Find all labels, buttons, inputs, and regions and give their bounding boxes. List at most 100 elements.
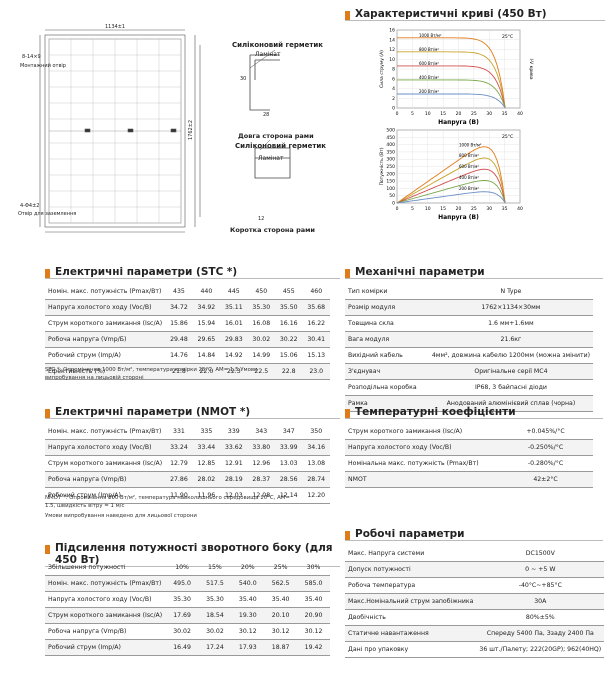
table-cell: 29.83 xyxy=(220,331,248,348)
x-tick-label: 15 xyxy=(440,206,446,212)
table-cell: Вихідний кабель xyxy=(345,347,429,364)
curve-label: 600 Вт/м² xyxy=(459,164,479,169)
y-tick-label: 6 xyxy=(392,76,395,82)
table-cell: 22.0 xyxy=(192,363,221,380)
spec-table: Тип комірки N Type Розмір модуля 1762×1134×… xyxy=(345,284,593,412)
y-tick-label: 500 xyxy=(386,128,395,134)
table-cell: 80%±5% xyxy=(476,609,605,626)
table-cell: Ефективність (%) xyxy=(45,363,166,380)
x-tick-label: 10 xyxy=(425,206,431,212)
section-title: Характеристичні криві (450 Вт) xyxy=(345,8,605,21)
y-axis-label: Сила струму (A) xyxy=(379,50,385,88)
table-cell: 12.91 xyxy=(220,455,248,472)
table-row: NMOT 42±2°C xyxy=(345,471,593,488)
table-cell: 14.99 xyxy=(247,347,276,364)
table-row: Тип комірки N Type xyxy=(345,284,593,300)
table-cell: 42±2°C xyxy=(498,471,593,488)
table-row: Напруга холостого ходу (Voc/B) -0.250%/°C xyxy=(345,439,593,456)
drawing-label: Ламінат xyxy=(258,155,284,162)
table-cell: 12.96 xyxy=(247,455,276,472)
table-cell: Розподільна коробка xyxy=(345,379,429,396)
table-row: Статичне навантаження Спереду 5400 Па, Зз… xyxy=(345,625,605,642)
table-cell: 20% xyxy=(231,560,265,576)
y-tick-label: 4 xyxy=(392,86,395,92)
table-cell: 12.85 xyxy=(192,455,221,472)
y-tick-label: 400 xyxy=(386,142,395,148)
table-row: Напруга холостого ходу (Voc/B) 34.72 34.92… xyxy=(45,299,330,316)
table-cell: 339 xyxy=(220,424,248,440)
table-row: Робоча напруга (Vmp/B) 30.02 30.02 30.12 30.… xyxy=(45,623,330,640)
table-cell: Спереду 5400 Па, Ззаду 2400 Па xyxy=(476,625,605,642)
table-cell: Робочий струм (Imp/A) xyxy=(45,487,166,504)
table-cell: -0.280%/°C xyxy=(498,455,593,472)
table-cell: 18.54 xyxy=(198,607,232,624)
table-cell: 12.03 xyxy=(220,487,248,504)
table-cell: 21.6кг xyxy=(428,331,593,348)
table-cell: Статичне навантаження xyxy=(345,625,477,642)
x-tick-label: 0 xyxy=(396,206,399,212)
y-tick-label: 100 xyxy=(386,186,395,192)
curve xyxy=(396,146,506,204)
table-cell: 343 xyxy=(247,424,276,440)
x-tick-label: 5 xyxy=(411,111,414,117)
table-cell: 33.44 xyxy=(192,439,221,456)
table-cell: 331 xyxy=(165,424,193,440)
drawing-label: Монтажний отвір xyxy=(20,62,66,69)
table-cell: 20.10 xyxy=(264,607,298,624)
table-row: Робоча напруга (Vmp/Б) 29.48 29.65 29.83 30.… xyxy=(45,331,330,348)
table-cell: 30.12 xyxy=(264,623,298,640)
table-cell: Напруга холостого ходу (Voc/B) xyxy=(345,439,499,456)
table-row: Вихідний кабель 4мм², довжина кабелю 1200… xyxy=(345,347,593,364)
table-cell: Робочий струм (Imp/A) xyxy=(45,639,166,656)
table-cell: 35.30 xyxy=(247,299,276,316)
section-title: Електричні параметри (NMOT *) xyxy=(45,406,340,419)
table-cell: 17.69 xyxy=(165,607,199,624)
table-row: Струм короткого замикання (Isc/A) 12.79 12… xyxy=(45,455,330,472)
y-tick-label: 14 xyxy=(389,37,395,43)
table-cell: 21.8 xyxy=(165,363,193,380)
table-row: Робоча температура -40°C~+85°C xyxy=(345,577,605,594)
table-cell: 35.40 xyxy=(264,591,298,608)
table-cell: 28.74 xyxy=(302,471,330,488)
table-cell: 20.90 xyxy=(297,607,330,624)
drawing-label: 28 xyxy=(263,112,269,118)
table-cell: 28.02 xyxy=(192,471,221,488)
table-cell: Двобічність xyxy=(345,609,477,626)
table-cell: Збільшення потужності xyxy=(45,560,166,576)
table-row: Розподільна коробка IP68, 3 байпасні діод… xyxy=(345,379,593,396)
table-cell: 347 xyxy=(275,424,303,440)
table-cell: 30.41 xyxy=(302,331,330,348)
curve-label: 400 Вт/м² xyxy=(459,175,479,180)
drawing-label: Коротка сторона рами xyxy=(230,226,315,234)
x-tick-label: 10 xyxy=(425,111,431,117)
table-cell: 35.30 xyxy=(165,591,199,608)
table-cell: 12.14 xyxy=(275,487,303,504)
y-tick-label: 350 xyxy=(386,149,395,155)
section-title: Температурні коефіцієнти xyxy=(345,406,603,419)
table-cell: 36 шт./Палету; 222(20GP); 962(40HQ) xyxy=(476,641,605,658)
table-cell: Напруга холостого ходу (Voc/B) xyxy=(45,299,166,316)
table-cell: 30.02 xyxy=(198,623,232,640)
table-cell: З'єднувач xyxy=(345,363,429,380)
drawing-label: 30 xyxy=(240,76,246,82)
section-title: Робочі параметри xyxy=(345,528,603,541)
curve xyxy=(396,157,506,204)
table-cell: Номін. макс. потужність (Pmax/Вт) xyxy=(45,575,166,592)
table-cell: Рамка xyxy=(345,395,429,412)
table-cell: Робочий струм (Imp/A) xyxy=(45,347,166,364)
y-tick-label: 0 xyxy=(392,201,395,207)
x-tick-label: 35 xyxy=(502,206,508,212)
table-row: Робочий струм (Imp/A) 16.49 17.24 17.93 18.8… xyxy=(45,639,330,656)
curve-label: 200 Вт/м² xyxy=(419,89,439,94)
y-axis-label: Потужність (Вт) xyxy=(379,147,385,185)
table-cell: 33.62 xyxy=(220,439,248,456)
table-cell: 18.87 xyxy=(264,639,298,656)
x-axis-label: Напруга (В) xyxy=(438,119,479,126)
x-tick-label: 30 xyxy=(486,206,492,212)
spec-table: Номін. макс. потужність (Pmax/Вт) 331 335 3… xyxy=(45,424,330,504)
table-cell: N Type xyxy=(428,284,593,300)
drawings: Силіконовий герметик Ламінат Довга сторона… xyxy=(18,24,326,234)
table-row: З'єднувач Оригінальне серії MC4 xyxy=(345,363,593,380)
spec-table: Струм короткого замикання (Isc/A) +0.045%… xyxy=(345,424,593,488)
